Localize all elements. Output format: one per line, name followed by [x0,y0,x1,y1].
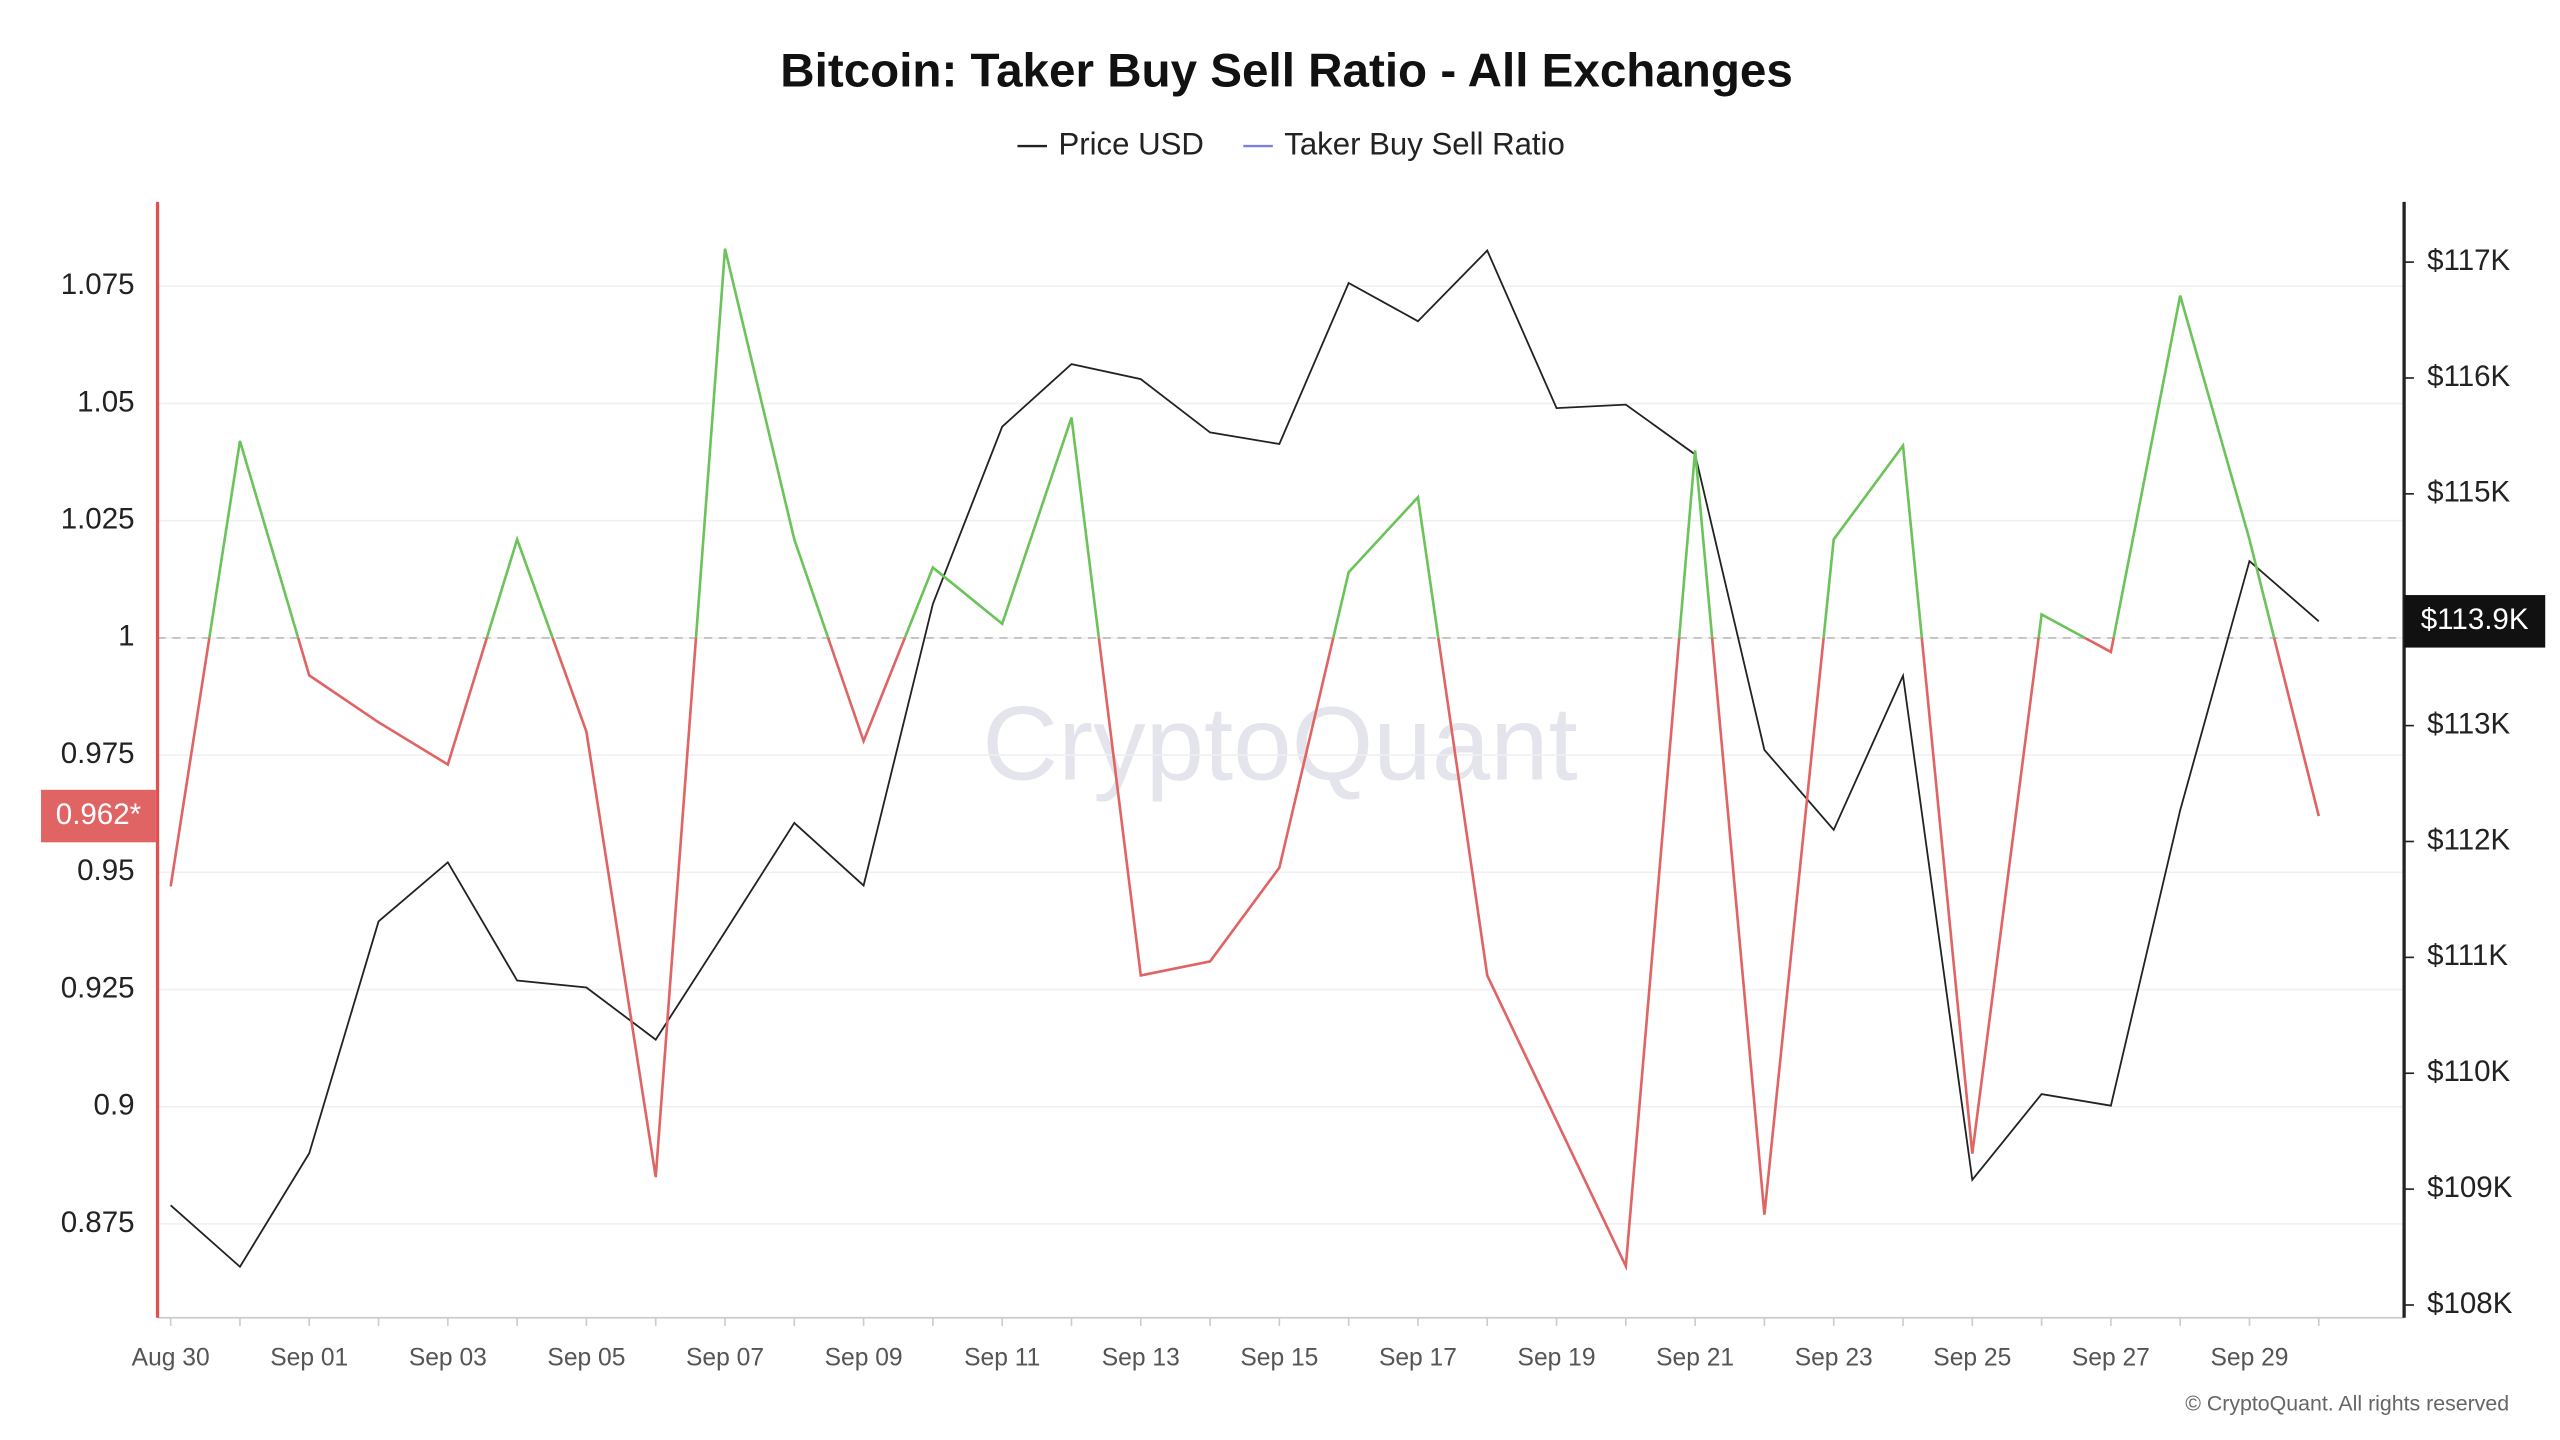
y-tick-label: 1 [118,620,134,653]
y2-tick-label: $112K [2427,823,2510,856]
y-tick-label: 1.05 [77,385,134,418]
x-tick-label: Aug 30 [132,1344,210,1371]
x-tick-label: Sep 25 [1933,1344,2011,1371]
x-tick-label: Sep 03 [409,1344,487,1371]
y-tick-label: 0.9 [94,1089,135,1122]
current-value-box [2404,595,2546,648]
x-tick-label: Sep 29 [2210,1344,2288,1371]
x-tick-label: Sep 05 [547,1344,625,1371]
x-tick-label: Sep 13 [1102,1344,1180,1371]
watermark: CryptoQuant [982,685,1577,802]
price-line [170,248,2320,1269]
x-tick-label: Sep 15 [1240,1344,1318,1371]
y2-tick-label: $117K [2427,244,2510,277]
y2-tick-label: $113K [2427,707,2510,740]
x-tick-label: Sep 27 [2072,1344,2150,1371]
y-tick-label: 0.95 [77,854,134,887]
current-value-label: $113.9K [2421,603,2529,636]
y2-tick-label: $115K [2427,476,2510,509]
y-tick-label: 0.875 [61,1206,135,1239]
y-tick-label: 1.025 [61,502,135,535]
y-tick-label: 1.075 [61,268,135,301]
y-tick-label: 0.925 [61,971,135,1004]
ratio-line-above [207,248,2276,638]
x-tick-label: Sep 01 [270,1344,348,1371]
y2-tick-label: $111K [2427,939,2508,972]
legend-label: Price USD [1058,126,1203,161]
ratio-line-below [169,637,2321,1272]
x-tick-label: Sep 23 [1795,1344,1873,1371]
x-tick-label: Sep 07 [686,1344,764,1371]
y2-tick-label: $110K [2427,1055,2510,1088]
y2-tick-label: $109K [2427,1171,2513,1204]
x-tick-label: Sep 21 [1656,1344,1734,1371]
copyright: © CryptoQuant. All rights reserved [2185,1391,2509,1415]
chart-title: Bitcoin: Taker Buy Sell Ratio - All Exch… [780,44,1793,97]
x-tick-label: Sep 09 [825,1344,903,1371]
x-tick-label: Sep 11 [964,1344,1040,1371]
x-tick-label: Sep 17 [1379,1344,1457,1371]
legend-label: Taker Buy Sell Ratio [1284,126,1565,161]
y2-tick-label: $108K [2427,1287,2513,1320]
current-value-label: 0.962* [56,798,142,831]
current-value-box [41,789,156,843]
y2-tick-label: $116K [2427,360,2510,393]
y-tick-label: 0.975 [61,737,135,770]
x-tick-label: Sep 19 [1518,1344,1596,1371]
